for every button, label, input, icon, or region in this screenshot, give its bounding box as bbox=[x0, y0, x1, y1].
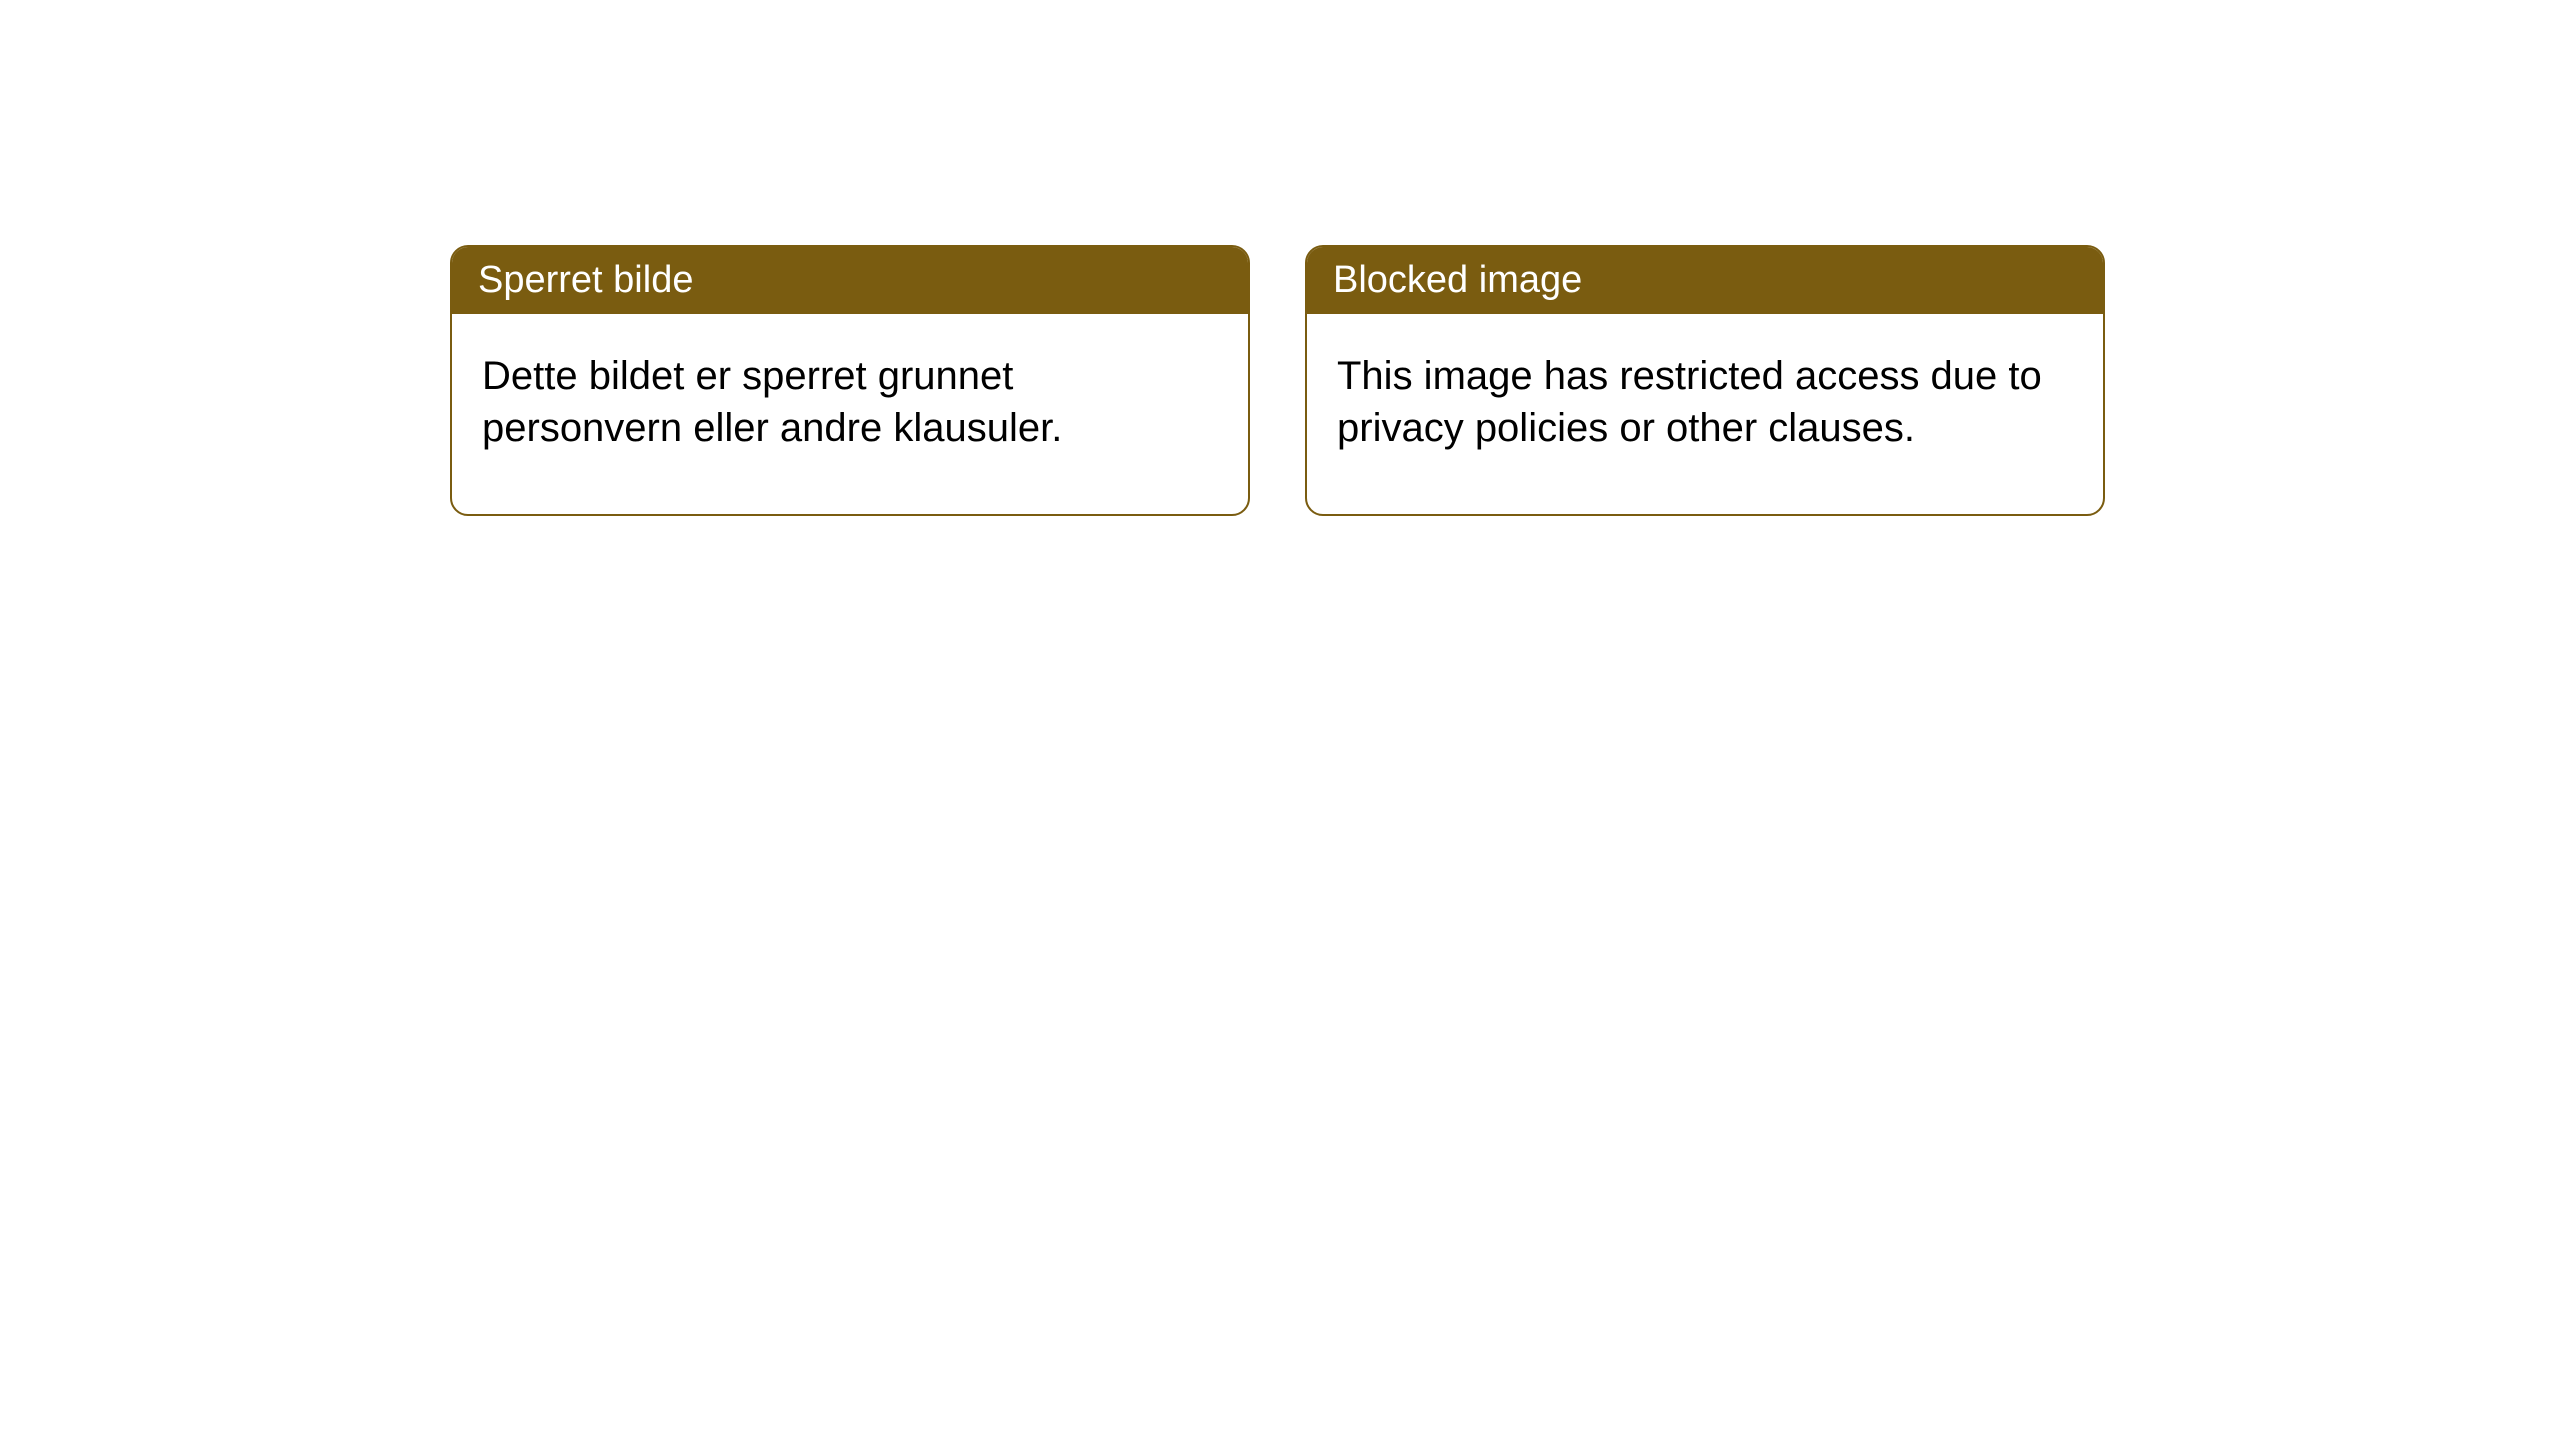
card-title: Sperret bilde bbox=[478, 259, 693, 301]
card-body: This image has restricted access due to … bbox=[1307, 314, 2103, 514]
card-message: This image has restricted access due to … bbox=[1337, 354, 2042, 450]
card-body: Dette bildet er sperret grunnet personve… bbox=[452, 314, 1248, 514]
card-title: Blocked image bbox=[1333, 259, 1582, 301]
blocked-image-card-english: Blocked image This image has restricted … bbox=[1305, 245, 2105, 516]
card-header: Sperret bilde bbox=[452, 247, 1248, 314]
card-container: Sperret bilde Dette bildet er sperret gr… bbox=[450, 245, 2105, 516]
card-header: Blocked image bbox=[1307, 247, 2103, 314]
card-message: Dette bildet er sperret grunnet personve… bbox=[482, 354, 1062, 450]
blocked-image-card-norwegian: Sperret bilde Dette bildet er sperret gr… bbox=[450, 245, 1250, 516]
